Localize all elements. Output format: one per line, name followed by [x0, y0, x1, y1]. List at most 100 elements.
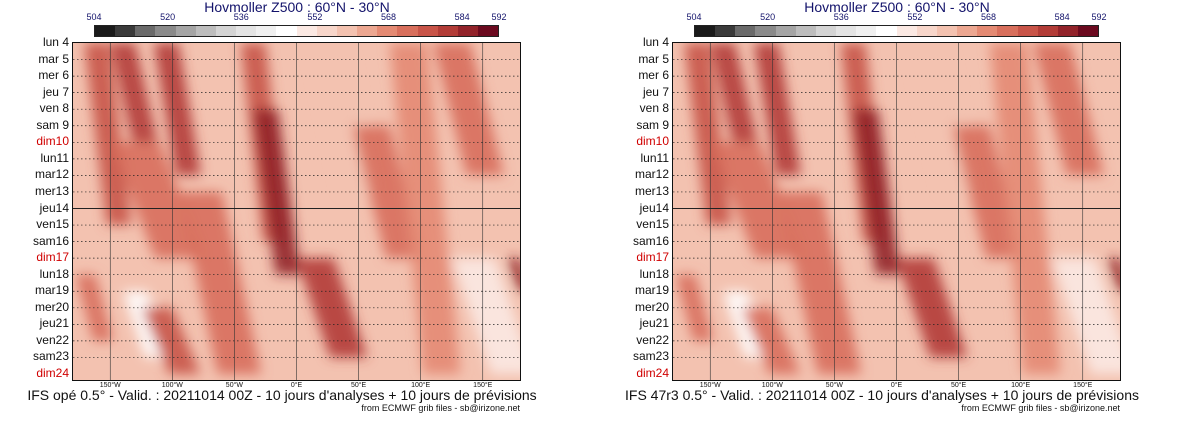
- day-label: sam23: [632, 349, 669, 364]
- colorbar-swatch: [336, 26, 358, 36]
- colorbar-swatch: [695, 26, 716, 36]
- longitude-label: 0°E: [290, 382, 303, 389]
- z500-band: [1051, 258, 1120, 374]
- day-label: mar 5: [638, 51, 669, 66]
- day-label: lun18: [39, 266, 69, 281]
- z500-band: [778, 191, 862, 374]
- colorbar-swatch: [795, 26, 816, 36]
- colorbar-swatch: [977, 26, 998, 36]
- day-label: dim24: [36, 366, 69, 380]
- z500-band: [710, 142, 805, 259]
- hovmoller-panel-right: Hovmoller Z500 : 60°N - 30°N 504 520 536 55…: [600, 0, 1200, 424]
- colorbar-swatch: [95, 26, 116, 36]
- day-label: sam16: [32, 233, 69, 248]
- source-credit: from ECMWF grib files - sb@irizone.net: [961, 403, 1120, 413]
- colorbar-swatch: [296, 26, 317, 36]
- day-label: ven 8: [39, 101, 69, 116]
- colorbar-swatch: [316, 26, 337, 36]
- z500-band: [296, 258, 368, 358]
- colorbar-swatch: [397, 26, 418, 36]
- longitude-label: 50°E: [950, 382, 967, 389]
- day-label: jeu14: [639, 200, 669, 215]
- day-label: sam23: [32, 349, 69, 364]
- colorbar-swatch: [876, 26, 897, 36]
- day-label: lun 4: [42, 35, 69, 49]
- longitude-label: 0°E: [890, 382, 903, 389]
- day-label: lun11: [640, 150, 669, 165]
- colorbar-tick-label: 584: [1054, 12, 1070, 22]
- z500-band: [684, 43, 732, 226]
- colorbar-swatch: [256, 26, 277, 36]
- colorbar-swatch: [775, 26, 796, 36]
- chart-title: Hovmoller Z500 : 60°N - 30°N: [204, 0, 390, 15]
- hovmoller-canvas: [673, 43, 1120, 380]
- day-label: mer 6: [38, 68, 69, 83]
- day-label: mer20: [634, 299, 669, 314]
- colorbar-swatch: [236, 26, 257, 36]
- colorbar-tick-label: 536: [833, 12, 849, 22]
- colorbar-bar: [94, 25, 499, 37]
- colorbar-swatch: [135, 26, 156, 36]
- longitude-label: 100°W: [761, 382, 783, 389]
- day-label: dim17: [36, 250, 69, 265]
- colorbar-swatch: [715, 26, 736, 36]
- colorbar-swatch: [936, 26, 958, 36]
- colorbar-swatch: [1017, 26, 1038, 36]
- colorbar-swatch: [856, 26, 877, 36]
- longitude-label: 100°E: [1011, 382, 1031, 389]
- day-label: mar 5: [38, 51, 69, 66]
- colorbar-swatch: [1057, 26, 1078, 36]
- day-label: lun 4: [642, 35, 669, 49]
- colorbar-swatch: [276, 26, 297, 36]
- longitude-label: 50°W: [225, 382, 244, 389]
- day-label: sam16: [632, 233, 669, 248]
- day-label: lun18: [639, 266, 669, 281]
- colorbar-swatch: [357, 26, 378, 36]
- day-label: jeu21: [39, 316, 69, 331]
- day-label: mer13: [634, 183, 669, 198]
- colorbar-swatch: [477, 26, 499, 36]
- longitude-label: 150°E: [473, 382, 493, 389]
- hovmoller-plot: [72, 42, 521, 381]
- colorbar-tick-label: 584: [454, 12, 470, 22]
- colorbar-tick-label: 552: [307, 12, 323, 22]
- day-label: dim17: [636, 250, 669, 265]
- chart-caption: IFS 47r3 0.5° - Valid. : 20211014 00Z - …: [625, 387, 1139, 403]
- colorbar-bar: [694, 25, 1099, 37]
- day-label: dim10: [636, 134, 669, 149]
- colorbar-swatch: [1037, 26, 1058, 36]
- day-label: mer20: [34, 299, 69, 314]
- colorbar-swatch: [735, 26, 756, 36]
- z500-band: [110, 142, 205, 259]
- colorbar-tick-label: 552: [907, 12, 923, 22]
- colorbar-swatch: [377, 26, 398, 36]
- day-label: ven22: [36, 332, 69, 347]
- longitude-label: 150°W: [99, 382, 121, 389]
- day-label: ven15: [36, 217, 69, 232]
- z500-band: [178, 191, 262, 374]
- colorbar-swatch: [115, 26, 136, 36]
- colorbar-swatch: [896, 26, 917, 36]
- colorbar-swatch: [155, 26, 176, 36]
- z500-band: [853, 109, 901, 275]
- colorbar-swatch: [916, 26, 937, 36]
- colorbar-swatch: [175, 26, 196, 36]
- colorbar-tick-label: 568: [981, 12, 997, 22]
- day-label: mar12: [34, 167, 69, 182]
- hovmoller-plot: [672, 42, 1121, 381]
- z500-band: [84, 43, 132, 226]
- z500-band: [451, 258, 520, 374]
- day-label: mer13: [34, 183, 69, 198]
- colorbar-tick-label: 568: [381, 12, 397, 22]
- colorbar-swatch: [957, 26, 978, 36]
- day-label: sam 9: [36, 117, 69, 132]
- day-label: dim10: [36, 134, 69, 149]
- colorbar-tick-label: 536: [233, 12, 249, 22]
- colorbar-swatch: [755, 26, 776, 36]
- day-label: sam 9: [636, 117, 669, 132]
- day-label: mar12: [634, 167, 669, 182]
- source-credit: from ECMWF grib files - sb@irizone.net: [361, 403, 520, 413]
- day-label: ven22: [636, 332, 669, 347]
- day-label: jeu14: [39, 200, 69, 215]
- day-label: mar19: [634, 283, 669, 298]
